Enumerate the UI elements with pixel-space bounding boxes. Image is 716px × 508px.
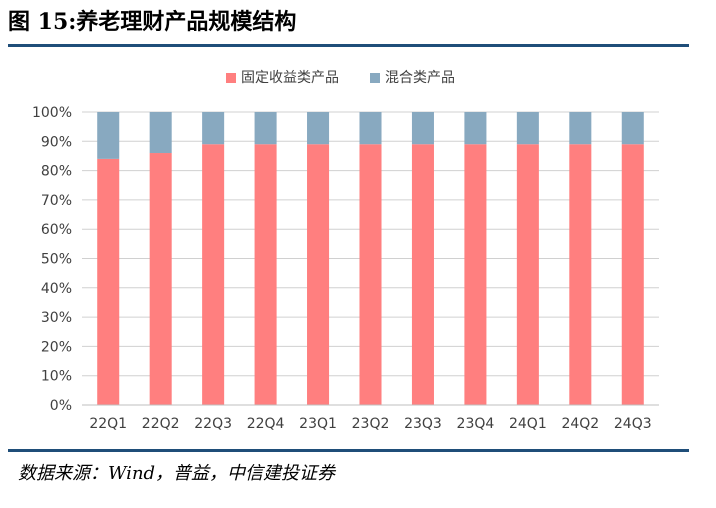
chart-bars xyxy=(97,112,644,405)
figure-title: 图 15:养老理财产品规模结构 xyxy=(8,9,297,35)
bar-fixed-income xyxy=(569,144,592,405)
y-tick-label: 90% xyxy=(41,134,72,150)
bar-fixed-income xyxy=(411,144,434,405)
x-tick-label: 22Q1 xyxy=(89,416,127,432)
x-tick-label: 23Q2 xyxy=(352,416,390,432)
bar-mixed xyxy=(307,112,330,145)
x-tick-label: 22Q3 xyxy=(194,416,232,432)
bar-fixed-income xyxy=(516,144,539,405)
chart-area: 固定收益类产品 混合类产品 0% 10% 20% 30% 40% 50% 60% 70% 80% 9… xyxy=(8,52,689,442)
legend-swatch-mixed xyxy=(370,73,380,83)
legend-swatch-fixed-income xyxy=(226,73,236,83)
title-rule xyxy=(8,44,689,47)
x-tick-label: 24Q3 xyxy=(614,416,652,432)
bar-mixed xyxy=(97,112,120,159)
y-tick-label: 70% xyxy=(41,193,72,209)
bar-mixed xyxy=(359,112,382,145)
bar-mixed xyxy=(621,112,644,145)
y-tick-label: 50% xyxy=(41,252,72,268)
y-tick-label: 60% xyxy=(41,222,72,238)
x-axis-tick-labels: 22Q1 22Q2 22Q3 22Q4 23Q1 23Q2 23Q3 23Q4 24Q1 24Q2… xyxy=(89,416,651,432)
x-tick-label: 23Q3 xyxy=(404,416,442,432)
bar-fixed-income xyxy=(307,144,330,405)
bar-fixed-income xyxy=(202,144,225,405)
legend-label-fixed-income: 固定收益类产品 xyxy=(241,70,339,86)
bar-mixed xyxy=(149,112,172,154)
bar-fixed-income xyxy=(97,158,120,405)
y-tick-label: 0% xyxy=(50,398,72,414)
bar-mixed xyxy=(411,112,434,145)
bar-mixed xyxy=(464,112,487,145)
bar-fixed-income xyxy=(149,153,172,405)
x-tick-label: 22Q4 xyxy=(247,416,285,432)
y-tick-label: 20% xyxy=(41,339,72,355)
x-tick-label: 22Q2 xyxy=(142,416,180,432)
y-tick-label: 40% xyxy=(41,281,72,297)
x-tick-label: 23Q4 xyxy=(457,416,495,432)
bar-mixed xyxy=(202,112,225,145)
bar-mixed xyxy=(254,112,277,145)
x-tick-label: 23Q1 xyxy=(299,416,337,432)
bar-fixed-income xyxy=(359,144,382,405)
bar-mixed xyxy=(516,112,539,145)
stacked-bar-chart: 固定收益类产品 混合类产品 0% 10% 20% 30% 40% 50% 60% 70% 80% 9… xyxy=(32,70,659,432)
y-tick-label: 80% xyxy=(41,164,72,180)
bar-fixed-income xyxy=(254,144,277,405)
y-tick-label: 100% xyxy=(32,105,72,121)
legend-label-mixed: 混合类产品 xyxy=(385,70,455,86)
bar-mixed xyxy=(569,112,592,145)
chart-legend: 固定收益类产品 混合类产品 xyxy=(226,70,455,86)
y-tick-label: 30% xyxy=(41,310,72,326)
y-tick-label: 10% xyxy=(41,369,72,385)
source-rule xyxy=(8,449,689,452)
bar-fixed-income xyxy=(464,144,487,405)
bar-fixed-income xyxy=(621,144,644,405)
x-tick-label: 24Q2 xyxy=(561,416,599,432)
y-axis-tick-labels: 0% 10% 20% 30% 40% 50% 60% 70% 80% 90% 100% xyxy=(32,105,72,414)
source-note: 数据来源：Wind，普益，中信建投证券 xyxy=(18,463,336,484)
x-tick-label: 24Q1 xyxy=(509,416,547,432)
